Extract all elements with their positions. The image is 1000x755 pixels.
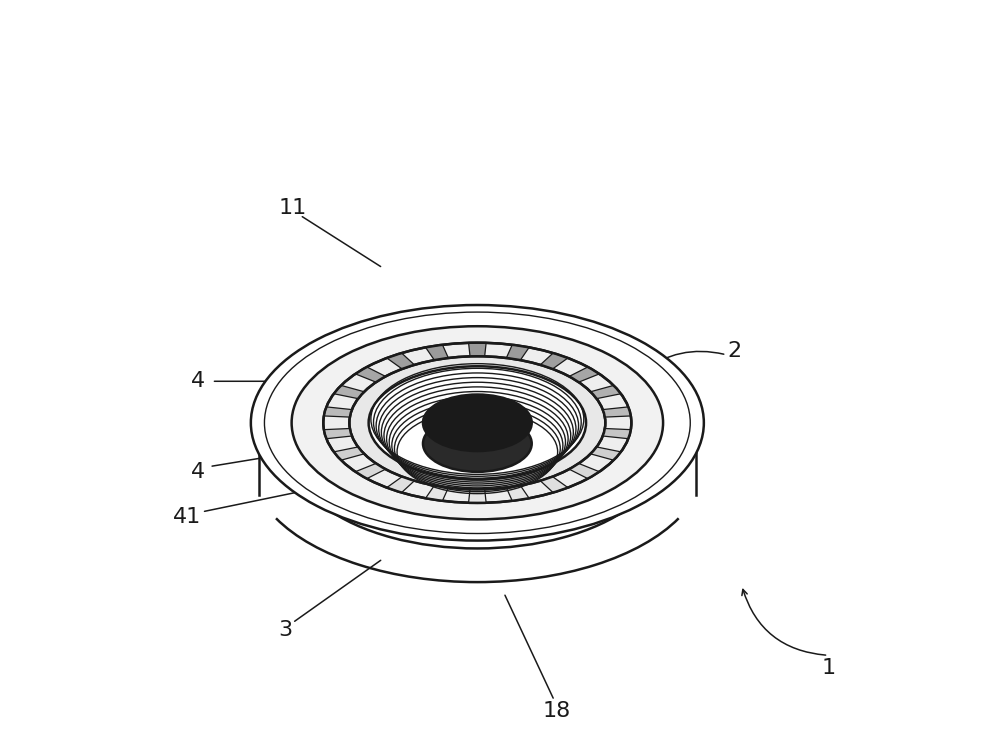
Ellipse shape (369, 366, 586, 479)
Polygon shape (603, 407, 631, 417)
Polygon shape (387, 476, 414, 492)
Ellipse shape (251, 305, 704, 541)
Polygon shape (426, 485, 448, 501)
Polygon shape (569, 367, 599, 382)
Polygon shape (506, 345, 529, 360)
Polygon shape (324, 407, 352, 417)
Text: 11: 11 (278, 198, 306, 217)
Polygon shape (603, 429, 631, 439)
Text: 18: 18 (542, 701, 571, 721)
Text: 3: 3 (278, 621, 292, 640)
Polygon shape (426, 345, 448, 360)
Ellipse shape (292, 326, 663, 519)
Ellipse shape (423, 395, 532, 451)
Polygon shape (334, 447, 364, 461)
Polygon shape (355, 367, 386, 382)
Polygon shape (387, 353, 414, 369)
Ellipse shape (349, 356, 605, 489)
Polygon shape (469, 343, 486, 356)
Text: 4: 4 (191, 462, 205, 482)
Polygon shape (540, 476, 568, 492)
Polygon shape (506, 485, 529, 501)
Text: 41: 41 (173, 507, 201, 527)
Polygon shape (324, 429, 352, 439)
Text: 2: 2 (727, 341, 741, 361)
Polygon shape (469, 489, 486, 503)
Polygon shape (591, 447, 621, 461)
Polygon shape (591, 385, 621, 399)
Ellipse shape (323, 343, 631, 503)
Polygon shape (569, 464, 599, 479)
Polygon shape (334, 385, 364, 399)
Text: 1: 1 (821, 658, 835, 678)
Ellipse shape (423, 415, 532, 472)
Text: 4: 4 (191, 371, 205, 391)
Polygon shape (540, 353, 568, 369)
Polygon shape (355, 464, 386, 479)
